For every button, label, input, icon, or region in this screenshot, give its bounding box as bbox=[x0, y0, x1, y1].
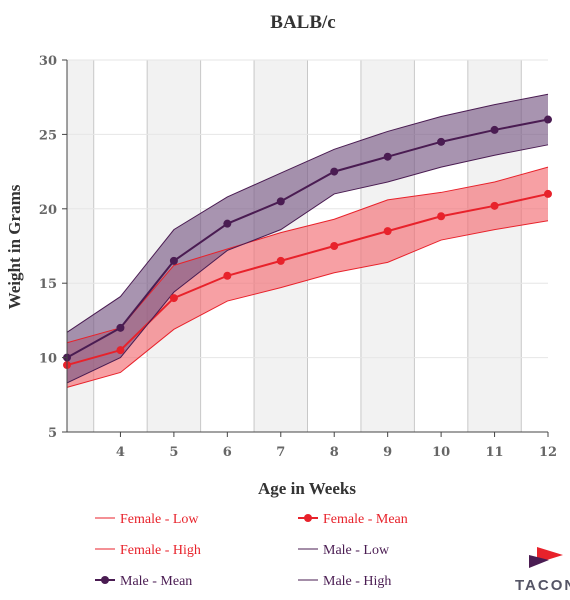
series-line-female-low bbox=[66, 220, 549, 388]
point-male-mean bbox=[116, 323, 125, 332]
x-tick-label: 6 bbox=[223, 445, 232, 460]
series-line-female-high bbox=[66, 166, 549, 344]
y-tick-label: 15 bbox=[39, 277, 57, 292]
legend-item-female-low: Female - Low bbox=[95, 512, 199, 527]
series-line-male-mean bbox=[66, 118, 549, 359]
y-tick-labels: 5 10 15 20 25 30 bbox=[39, 54, 57, 441]
legend: Female - Low Female - Mean Female - High Ma… bbox=[95, 512, 408, 589]
legend-marker bbox=[304, 514, 312, 522]
x-tick-label: 4 bbox=[116, 445, 125, 460]
point-male-mean bbox=[544, 115, 552, 124]
chart-title: BALB/c bbox=[270, 12, 335, 33]
logo-arrow-shadow-icon bbox=[529, 555, 549, 568]
point-female-mean bbox=[437, 212, 446, 221]
point-male-mean bbox=[490, 125, 499, 134]
point-male-mean bbox=[223, 219, 232, 228]
legend-label: Male - Mean bbox=[120, 574, 192, 589]
legend-item-female-mean: Female - Mean bbox=[298, 512, 408, 527]
y-tick-label: 20 bbox=[39, 203, 57, 218]
series-points bbox=[63, 115, 552, 370]
series-lines bbox=[66, 93, 549, 388]
y-tick-label: 5 bbox=[48, 426, 57, 441]
x-tick-label: 5 bbox=[169, 445, 178, 460]
axes bbox=[62, 59, 549, 437]
point-male-mean bbox=[437, 137, 446, 146]
series-areas bbox=[67, 94, 548, 388]
logo-text: TACON bbox=[515, 577, 570, 594]
point-male-mean bbox=[330, 167, 339, 176]
band-male bbox=[67, 94, 548, 383]
point-female-mean bbox=[544, 189, 552, 198]
legend-label: Female - Mean bbox=[323, 512, 408, 527]
series-line-male-low bbox=[66, 144, 549, 384]
point-female-mean bbox=[383, 227, 392, 236]
y-tick-label: 30 bbox=[39, 54, 57, 69]
x-tick-labels: 4 5 6 7 8 9 10 11 12 bbox=[116, 445, 557, 460]
point-female-mean bbox=[330, 242, 339, 250]
x-tick-label: 10 bbox=[432, 445, 450, 460]
point-male-mean bbox=[276, 197, 285, 206]
point-female-mean bbox=[490, 201, 499, 210]
legend-item-male-low: Male - Low bbox=[298, 543, 390, 558]
series-line-male-high bbox=[66, 93, 549, 333]
x-tick-label: 9 bbox=[383, 445, 392, 460]
point-male-mean bbox=[383, 152, 392, 161]
x-tick-label: 8 bbox=[330, 445, 339, 460]
x-tick-label: 12 bbox=[539, 445, 557, 460]
legend-item-male-mean: Male - Mean bbox=[95, 574, 192, 589]
legend-label: Female - Low bbox=[120, 512, 199, 527]
point-female-mean bbox=[116, 346, 125, 355]
y-axis-label: Weight in Grams bbox=[5, 184, 24, 309]
y-tick-label: 25 bbox=[39, 128, 57, 143]
legend-item-female-high: Female - High bbox=[95, 543, 201, 558]
x-axis-label: Age in Weeks bbox=[258, 479, 356, 498]
band-female bbox=[67, 167, 548, 388]
legend-label: Male - Low bbox=[323, 543, 390, 558]
point-female-mean bbox=[276, 256, 285, 265]
taconic-logo: TACON bbox=[515, 547, 570, 594]
legend-label: Male - High bbox=[323, 574, 391, 589]
y-tick-label: 10 bbox=[39, 352, 57, 367]
x-tick-label: 7 bbox=[276, 445, 285, 460]
legend-item-male-high: Male - High bbox=[298, 574, 391, 589]
legend-label: Female - High bbox=[120, 543, 201, 558]
x-tick-label: 11 bbox=[486, 445, 504, 460]
point-female-mean bbox=[223, 271, 232, 280]
point-male-mean bbox=[169, 256, 178, 265]
point-female-mean bbox=[169, 294, 178, 303]
legend-marker bbox=[101, 576, 109, 584]
